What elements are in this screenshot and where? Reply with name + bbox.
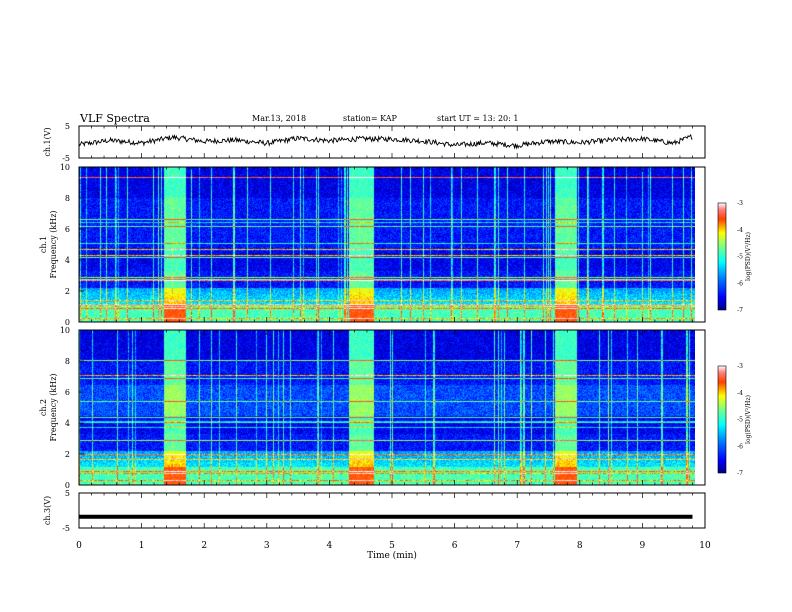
y-tick-label: 6 — [65, 388, 70, 397]
colorbar — [717, 365, 727, 474]
x-tick-label: 7 — [514, 541, 520, 551]
y-tick-label: -5 — [62, 154, 70, 163]
y-tick-label: -5 — [62, 524, 70, 533]
y-tick-label: 8 — [65, 357, 70, 366]
colorbar-tick-label: -3 — [737, 363, 743, 370]
y-tick-label: 4 — [65, 256, 70, 265]
colorbar-tick-label: -6 — [737, 280, 743, 287]
x-axis-label: Time (min) — [367, 550, 417, 561]
x-tick-label: 3 — [264, 541, 270, 551]
y-tick-label: 0 — [65, 318, 70, 327]
x-tick-label: 2 — [201, 541, 207, 551]
colorbar-tick-label: -7 — [737, 470, 743, 477]
y-tick-label: 10 — [60, 326, 70, 335]
x-tick-label: 9 — [640, 541, 646, 551]
ch1-waveform-line — [78, 133, 693, 150]
colorbar-tick-label: -6 — [737, 443, 743, 450]
x-tick-label: 0 — [76, 541, 82, 551]
y-tick-label: 2 — [65, 450, 70, 459]
colorbar-tick-label: -5 — [737, 417, 743, 424]
y-tick-label: 4 — [65, 419, 70, 428]
y-tick-label: 5 — [65, 122, 70, 131]
spectrogram-images — [79, 167, 695, 485]
colorbar-tick-label: -3 — [737, 200, 743, 207]
y-tick-label: 2 — [65, 287, 70, 296]
waveform-lines — [78, 133, 693, 519]
x-tick-label: 6 — [452, 541, 458, 551]
x-tick-label: 4 — [327, 541, 333, 551]
x-tick-label: 1 — [139, 541, 145, 551]
station-label: station= KAP — [343, 114, 397, 123]
start-time-label: start UT = 13: 20: 1 — [437, 114, 519, 123]
spectrogram-ch1 — [79, 167, 695, 322]
x-tick-label: 10 — [699, 541, 711, 551]
y-tick-label: 0 — [65, 481, 70, 490]
colorbar-tick-label: -4 — [737, 390, 743, 397]
colorbar-label: log(PSD)(V²/Hz) — [745, 395, 752, 444]
x-tick-label: 5 — [389, 541, 395, 551]
figure-title: VLF Spectra — [80, 112, 150, 125]
y-axis-label: ch.3(V) — [43, 496, 52, 525]
y-tick-label: 10 — [60, 163, 70, 172]
x-tick-label: 8 — [577, 541, 583, 551]
y-axis-label: ch.1 — [39, 236, 48, 253]
panel-frame — [78, 492, 706, 529]
colorbar-label: log(PSD)(V²/Hz) — [745, 232, 752, 281]
y-axis-label: Frequency (kHz) — [49, 210, 58, 278]
panel-frames — [78, 125, 727, 529]
y-axis-label: ch.1(V) — [43, 127, 52, 156]
y-tick-label: 5 — [65, 489, 70, 498]
colorbar-tick-label: -7 — [737, 307, 743, 314]
colorbar-tick-label: -4 — [737, 227, 743, 234]
colorbar — [717, 202, 727, 311]
y-axis-label: ch.2 — [39, 399, 48, 416]
y-axis-label: Frequency (kHz) — [49, 373, 58, 441]
y-tick-label: 8 — [65, 194, 70, 203]
spectrogram-ch2 — [79, 330, 695, 485]
date-label: Mar.13, 2018 — [252, 114, 307, 123]
y-tick-label: 6 — [65, 225, 70, 234]
colorbar-tick-label: -5 — [737, 254, 743, 261]
